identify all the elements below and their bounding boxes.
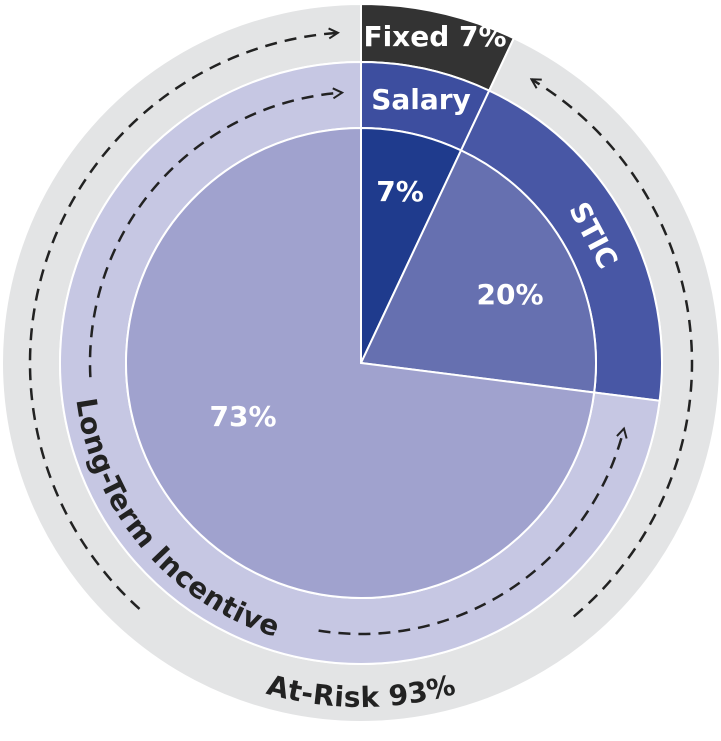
slice bbox=[360, 126, 463, 364]
slice-label: 20% bbox=[476, 278, 543, 311]
arrows bbox=[28, 33, 694, 636]
arrow bbox=[318, 429, 624, 636]
arrow bbox=[88, 93, 342, 378]
arrow bbox=[28, 33, 338, 610]
slice-label: 73% bbox=[209, 400, 276, 433]
slice-label: Fixed 7% bbox=[363, 20, 506, 53]
slice-label: 7% bbox=[376, 175, 424, 208]
slice bbox=[125, 126, 596, 599]
slices bbox=[1, 2, 721, 723]
slice-label: Salary bbox=[371, 83, 471, 116]
slice bbox=[359, 149, 597, 394]
